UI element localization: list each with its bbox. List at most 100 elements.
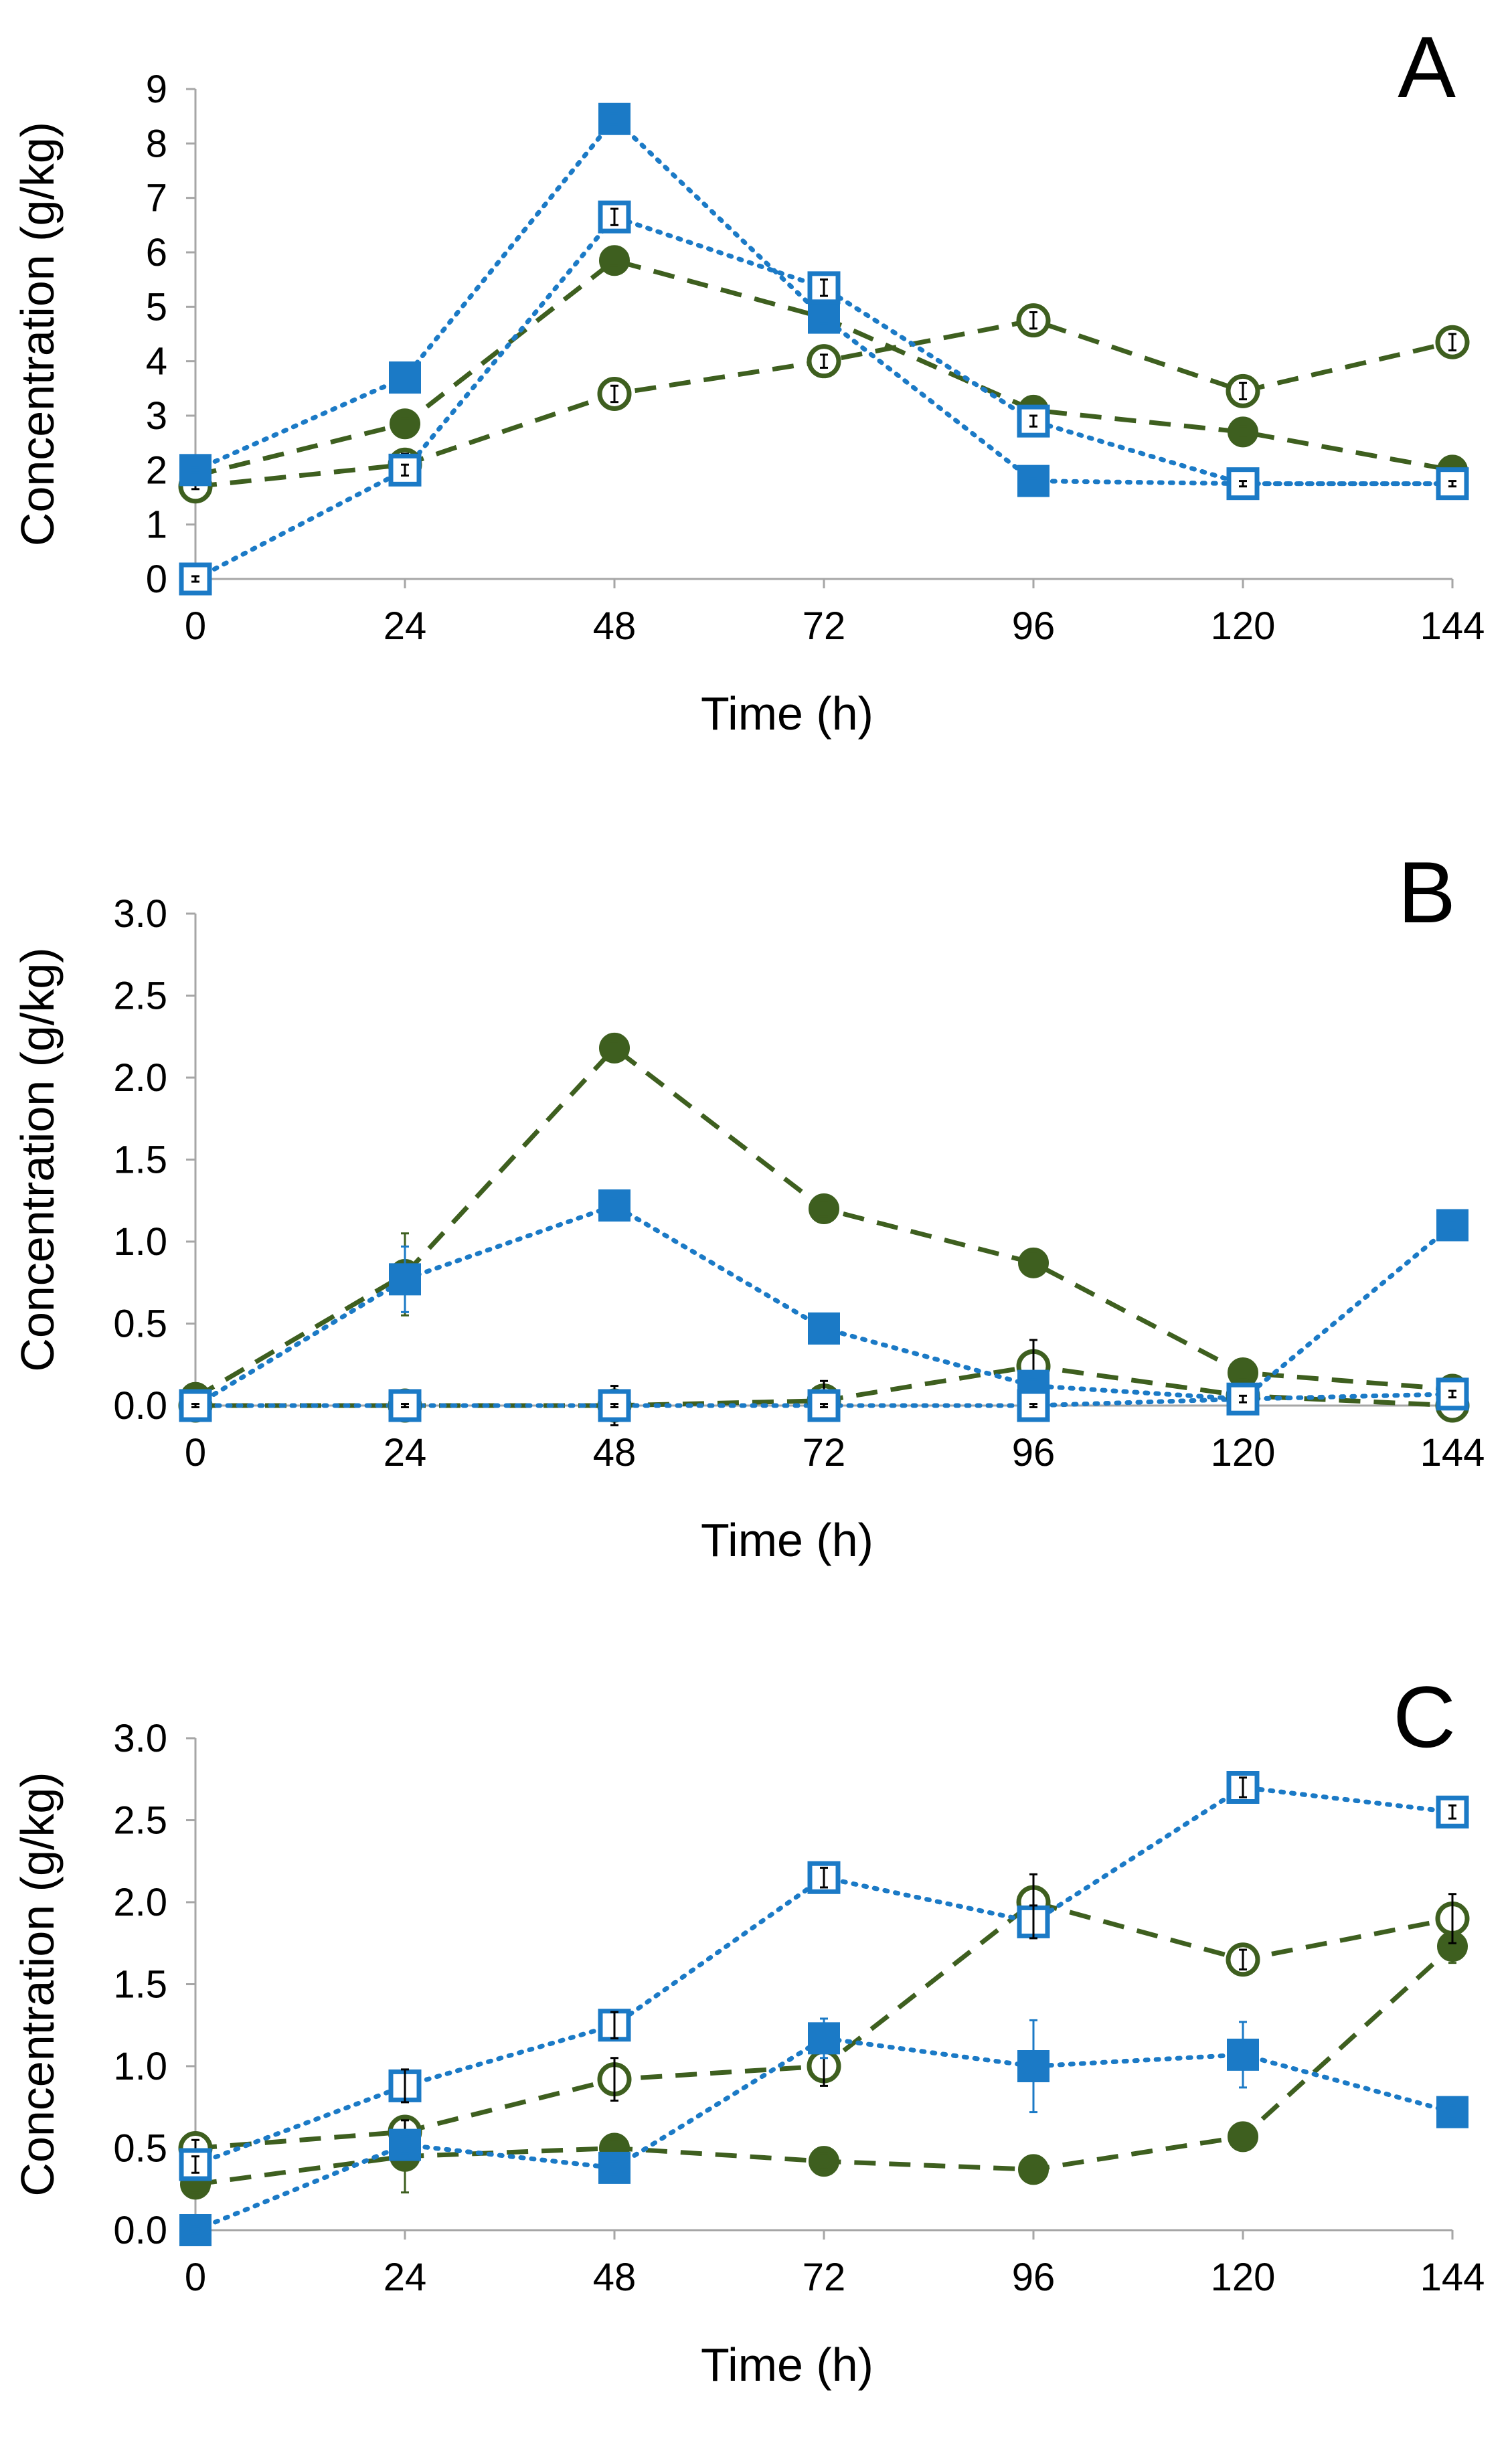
panel-b: 0.0 0.5 1.0 1.5 2.0 2.5 3.0 0 24 48 72 96 120 144 Time… [11,843,1485,1566]
x-tick-label: 48 [593,604,637,648]
green-open-circle-point [1016,303,1051,338]
x-tick-label: 120 [1211,2256,1276,2299]
open-square-marker [388,453,422,487]
green-open-circle-point [1226,373,1260,408]
green-filled-circle-point [809,1193,839,1224]
blue-filled-square-point [389,2128,421,2161]
x-tick-label: 48 [593,2256,637,2299]
y-tick-label: 2.5 [113,1799,167,1843]
blue-filled-square-point [389,1245,421,1313]
green-filled-circle-point [1018,1247,1049,1278]
blue-open-square-point [179,562,212,596]
x-tick-label: 72 [803,604,846,648]
blue-open-square-point [1436,467,1469,501]
y-tick-label: 0.0 [113,1384,167,1428]
x-tick-label: 72 [803,2256,846,2299]
open-square-marker [598,200,631,234]
blue-open-square-point [1017,1389,1050,1422]
open-square-marker [179,1389,212,1422]
green-filled-circle-point [599,245,630,276]
y-tick-label: 2.0 [113,1056,167,1100]
blue-filled-square-point [808,1312,840,1345]
x-tick-label: 24 [384,1431,427,1475]
y-axis-title: Concentration (g/kg) [11,122,64,546]
blue-open-square-point [1226,467,1260,501]
x-tick-label: 24 [384,604,427,648]
green-filled-circle-point [1018,2154,1049,2185]
blue-filled-square-point [808,2017,840,2059]
y-tick-label: 1.0 [113,1220,167,1264]
blue-open-square-point [1436,1377,1469,1411]
blue-open-square-point [1017,1904,1050,1940]
x-tick-label: 48 [593,1431,637,1475]
y-axis-title: Concentration (g/kg) [11,1772,64,2196]
x-tick-label: 144 [1420,604,1485,648]
green-open-circle-point [807,344,841,379]
y-axis-title: Concentration (g/kg) [11,947,64,1371]
green-open-circle-point [1435,325,1470,359]
x-axis-title: Time (h) [701,2339,873,2391]
blue-open-square-point [598,1389,631,1422]
y-tick-label: 3.0 [113,1717,167,1760]
x-tick-label: 120 [1211,604,1276,648]
filled-square-marker [179,2214,212,2246]
panel-a: 0 1 2 3 4 5 6 7 8 9 0 24 48 72 96 120 144 Time (h) Concent… [11,18,1485,740]
y-tick-label: 7 [146,177,167,220]
blue-open-square-point [598,200,631,234]
x-tick-label: 0 [185,1431,206,1475]
x-tick-label: 120 [1211,1431,1276,1475]
panel-label: B [1398,843,1456,941]
x-tick-label: 144 [1420,2256,1485,2299]
y-tick-label: 4 [146,340,167,384]
blue-open-square-point [807,1389,841,1422]
blue-filled-square-point [1017,2019,1049,2114]
green-filled-circle-point [599,1032,630,1064]
x-tick-label: 96 [1012,2256,1056,2299]
y-tick-label: 2.5 [113,975,167,1018]
y-tick-label: 0.5 [113,1302,167,1346]
green-filled-circle-point [390,408,420,440]
green-filled-circle-point [809,2146,839,2177]
y-tick-label: 5 [146,285,167,329]
y-tick-label: 1.5 [113,1139,167,1182]
x-axis-title: Time (h) [701,687,873,740]
green-open-circle-point [1435,1893,1470,1944]
y-tick-label: 8 [146,122,167,165]
open-square-marker [1436,467,1469,501]
blue-filled-square-point [1436,2096,1468,2128]
x-tick-label: 96 [1012,1431,1056,1475]
x-tick-label: 96 [1012,604,1056,648]
blue-open-square-point [388,1389,422,1422]
y-tick-label: 0 [146,558,167,601]
green-open-circle-point [1226,1942,1260,1977]
green-filled-circle-point [1228,2121,1258,2153]
y-tick-label: 1.0 [113,2045,167,2088]
blue-open-square-point [807,1861,841,1894]
blue-open-square-point [388,2068,422,2104]
panel-label: A [1398,18,1456,116]
y-tick-label: 6 [146,231,167,274]
blue-filled-square-point [179,2214,212,2246]
blue-filled-square-point [598,1189,631,1222]
y-tick-label: 0.5 [113,2127,167,2171]
blue-open-square-point [179,2148,212,2181]
blue-filled-square-point [808,301,840,334]
blue-open-square-point [1017,404,1050,438]
blue-open-square-point [388,453,422,487]
panel-label: C [1393,1668,1456,1766]
blue-filled-square-point [598,2151,631,2184]
open-square-marker [1436,1795,1469,1829]
open-square-marker [807,271,841,305]
y-tick-label: 3 [146,394,167,438]
green-open-circle-point [597,376,632,411]
y-tick-label: 3.0 [113,892,167,936]
blue-open-square-point [807,271,841,305]
y-tick-label: 1 [146,503,167,547]
x-tick-label: 0 [185,2256,206,2299]
y-tick-label: 9 [146,68,167,111]
blue-open-square-point [1226,1382,1260,1416]
blue-open-square-point [598,2009,631,2042]
x-tick-label: 24 [384,2256,427,2299]
